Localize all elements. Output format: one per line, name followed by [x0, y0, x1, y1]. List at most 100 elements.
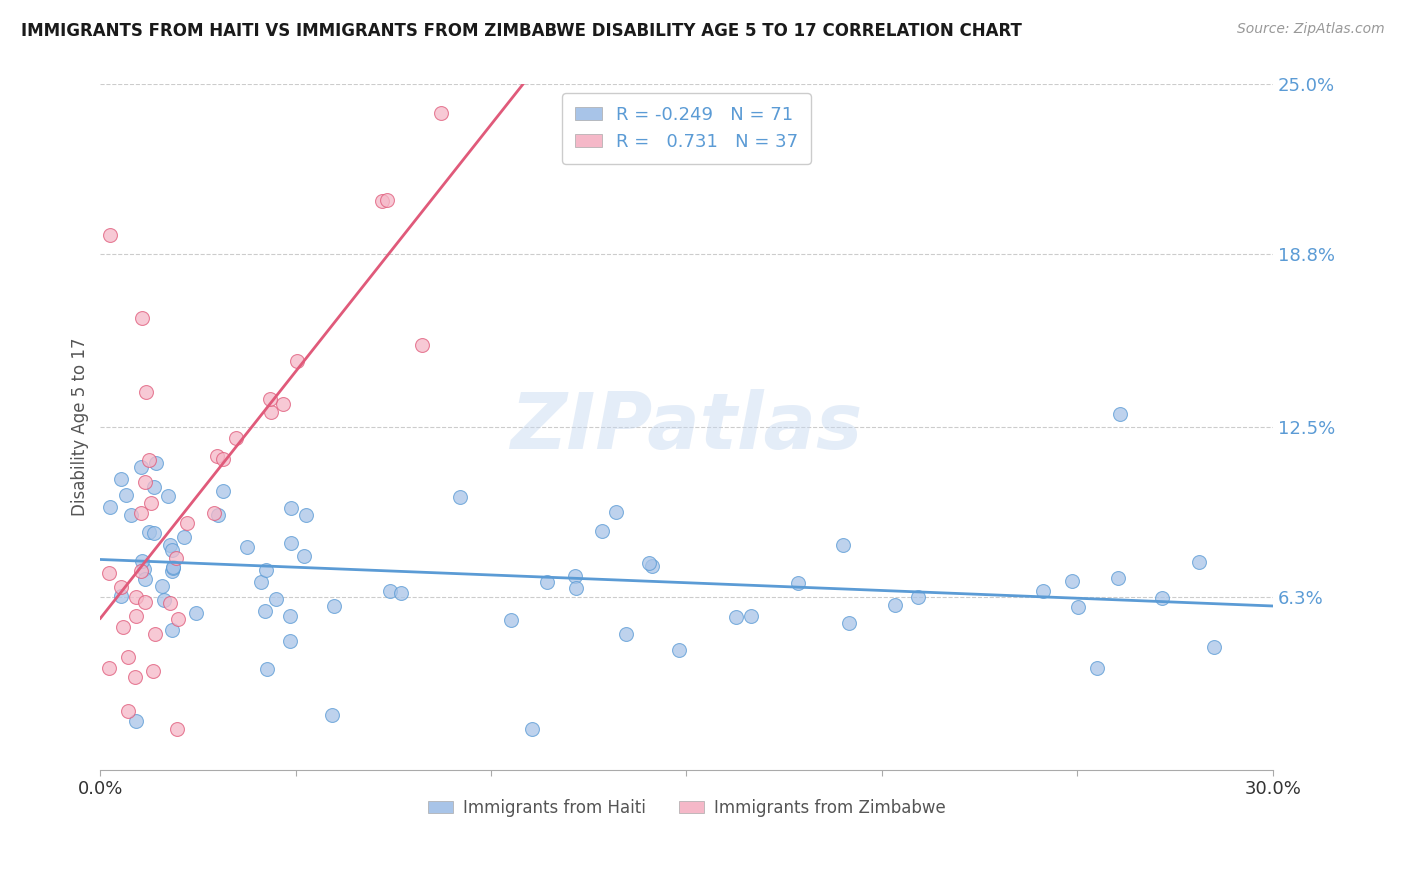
- Point: [157, 489, 180, 503]
- Point: [98, 228, 121, 243]
- Point: [143, 626, 166, 640]
- Point: [160, 543, 183, 558]
- Point: [273, 397, 295, 411]
- Point: [371, 194, 394, 209]
- Point: [278, 633, 301, 648]
- Point: [254, 604, 277, 618]
- Point: [162, 560, 184, 574]
- Point: [883, 598, 905, 612]
- Point: [176, 516, 198, 530]
- Point: [110, 589, 132, 603]
- Point: [499, 613, 522, 627]
- Point: [143, 480, 166, 494]
- Point: [129, 506, 152, 520]
- Point: [1062, 574, 1084, 589]
- Point: [159, 538, 181, 552]
- Point: [520, 722, 543, 736]
- Point: [125, 591, 148, 605]
- Point: [132, 562, 155, 576]
- Point: [152, 593, 174, 607]
- Point: [411, 338, 433, 352]
- Y-axis label: Disability Age 5 to 17: Disability Age 5 to 17: [72, 338, 89, 516]
- Point: [111, 620, 134, 634]
- Point: [838, 615, 860, 630]
- Text: IMMIGRANTS FROM HAITI VS IMMIGRANTS FROM ZIMBABWE DISABILITY AGE 5 TO 17 CORRELA: IMMIGRANTS FROM HAITI VS IMMIGRANTS FROM…: [21, 22, 1022, 40]
- Point: [1107, 571, 1129, 585]
- Point: [285, 354, 308, 368]
- Point: [250, 574, 273, 589]
- Point: [166, 723, 188, 737]
- Point: [225, 431, 247, 445]
- Point: [145, 456, 167, 470]
- Point: [1188, 555, 1211, 569]
- Point: [322, 599, 344, 613]
- Point: [129, 565, 152, 579]
- Point: [125, 714, 148, 728]
- Legend: Immigrants from Haiti, Immigrants from Zimbabwe: Immigrants from Haiti, Immigrants from Z…: [420, 792, 952, 823]
- Point: [378, 584, 401, 599]
- Point: [256, 662, 278, 676]
- Point: [98, 500, 121, 514]
- Point: [160, 564, 183, 578]
- Point: [212, 452, 235, 467]
- Point: [1032, 583, 1054, 598]
- Point: [97, 566, 120, 581]
- Point: [831, 538, 853, 552]
- Point: [150, 579, 173, 593]
- Point: [1067, 600, 1090, 615]
- Text: ZIPatlas: ZIPatlas: [510, 389, 863, 466]
- Point: [131, 554, 153, 568]
- Point: [212, 483, 235, 498]
- Point: [143, 526, 166, 541]
- Point: [124, 670, 146, 684]
- Point: [207, 508, 229, 522]
- Point: [110, 580, 132, 594]
- Point: [117, 650, 139, 665]
- Point: [280, 500, 302, 515]
- Point: [97, 661, 120, 675]
- Point: [536, 574, 558, 589]
- Point: [160, 623, 183, 637]
- Point: [114, 487, 136, 501]
- Point: [186, 607, 208, 621]
- Point: [1150, 591, 1173, 605]
- Point: [254, 563, 277, 577]
- Point: [565, 581, 588, 595]
- Point: [449, 491, 471, 505]
- Point: [129, 459, 152, 474]
- Point: [1085, 661, 1108, 675]
- Point: [162, 561, 184, 575]
- Point: [134, 595, 156, 609]
- Point: [141, 496, 163, 510]
- Point: [120, 508, 142, 522]
- Point: [259, 392, 281, 406]
- Point: [142, 664, 165, 678]
- Point: [907, 590, 929, 604]
- Point: [724, 609, 747, 624]
- Point: [167, 612, 190, 626]
- Point: [321, 708, 343, 723]
- Point: [117, 704, 139, 718]
- Point: [264, 592, 287, 607]
- Point: [295, 508, 318, 523]
- Point: [280, 535, 302, 549]
- Point: [668, 643, 690, 657]
- Point: [134, 475, 156, 489]
- Point: [1204, 640, 1226, 654]
- Point: [138, 453, 160, 467]
- Point: [740, 609, 762, 624]
- Point: [641, 558, 664, 573]
- Point: [173, 530, 195, 544]
- Point: [134, 572, 156, 586]
- Point: [430, 105, 453, 120]
- Point: [292, 549, 315, 564]
- Point: [375, 193, 398, 207]
- Point: [159, 596, 181, 610]
- Point: [138, 525, 160, 540]
- Point: [135, 384, 157, 399]
- Point: [787, 576, 810, 591]
- Point: [165, 550, 187, 565]
- Point: [278, 608, 301, 623]
- Point: [131, 310, 153, 325]
- Point: [260, 405, 283, 419]
